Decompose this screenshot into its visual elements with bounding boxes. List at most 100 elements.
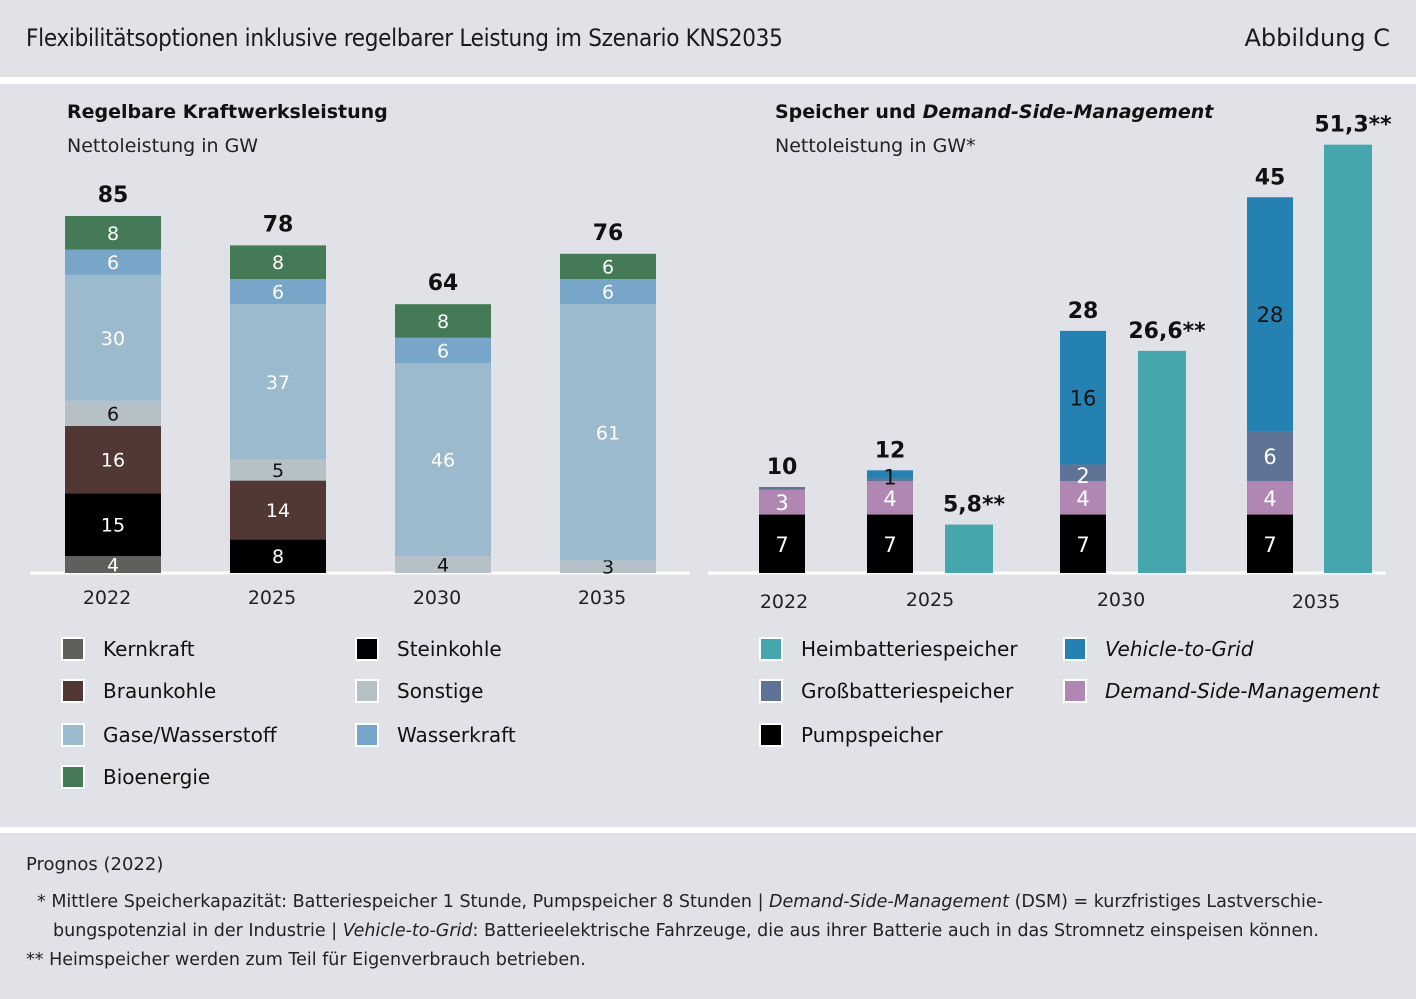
right-chart-unit: Nettoleistung in GW*	[775, 135, 976, 157]
legend-item-vehicle-to-grid: Vehicle-to-Grid	[1063, 637, 1253, 661]
legend-label: Kernkraft	[103, 637, 195, 661]
figure-title: Flexibilitätsoptionen inklusive regelbar…	[26, 24, 783, 52]
segment-label: 15	[101, 515, 125, 537]
legend-label: Bioenergie	[103, 765, 211, 789]
x-tick-label-2025: 2025	[248, 587, 296, 609]
segment-label: 6	[272, 282, 284, 304]
x-tick-label-2025: 2025	[906, 589, 954, 611]
legend-item-gro-batteriespeicher: Großbatteriespeicher	[759, 679, 1013, 703]
bar-segment-gro-batteriespeicher-2025	[867, 478, 913, 482]
segment-label: 4	[883, 487, 896, 511]
x-tick-label-2030: 2030	[1097, 589, 1145, 611]
bar-segment-sonstige-2025	[230, 459, 326, 481]
segment-label: 7	[883, 533, 896, 557]
legend-swatch	[355, 679, 379, 703]
footer-band	[0, 833, 1416, 999]
bar-segment-pumpspeicher-2025	[867, 514, 913, 573]
heimbatterie-label-2025: 5,8**	[943, 493, 1005, 518]
segment-label: 7	[1263, 533, 1276, 557]
total-label-2025: 12	[875, 438, 906, 463]
x-tick-label-2035: 2035	[1292, 591, 1340, 613]
segment-label: 14	[266, 500, 290, 522]
segment-label: 61	[596, 422, 620, 444]
legend-item-wasserkraft: Wasserkraft	[355, 723, 516, 747]
footnote-1-line-2: bungspotenzial in der Industrie | Vehicl…	[53, 921, 1319, 941]
right-chart-title: Speicher und Demand-Side-Management	[775, 101, 1213, 123]
bar-segment-gro-batteriespeicher-2030	[1060, 464, 1106, 482]
footnote-1d: bungspotenzial in der Industrie |	[53, 921, 343, 941]
segment-label: 30	[101, 328, 125, 350]
segment-label: 7	[775, 533, 788, 557]
segment-label: 8	[437, 311, 449, 333]
legend-swatch	[759, 723, 783, 747]
bar-segment-sonstige-2022	[65, 400, 161, 426]
bar-segment-bioenergie-2025	[230, 245, 326, 279]
total-label-2035: 76	[593, 221, 624, 246]
legend-label: Heimbatteriespeicher	[801, 637, 1018, 661]
right-chart-title-plain: Speicher und	[775, 101, 923, 123]
footnote-1c: (DSM) = kurzfristiges Lastverschie-	[1009, 892, 1323, 912]
total-label-2025: 78	[263, 212, 294, 237]
bar-segment-gase-wasserstoff-2030	[395, 363, 491, 557]
bar-segment-kernkraft-2022	[65, 556, 161, 573]
segment-label: 4	[107, 555, 119, 577]
legend-item-sonstige: Sonstige	[355, 679, 483, 703]
bar-segment-demand-side-management-2035	[1247, 481, 1293, 515]
bar-segment-bioenergie-2022	[65, 216, 161, 250]
bar-segment-gro-batteriespeicher-2035	[1247, 431, 1293, 482]
legend-swatch	[1063, 637, 1087, 661]
bar-segment-sonstige-2035	[560, 560, 656, 573]
segment-label: 46	[431, 450, 455, 472]
segment-label: 4	[1076, 487, 1089, 511]
header-band: Flexibilitätsoptionen inklusive regelbar…	[0, 0, 1416, 77]
x-tick-label-2035: 2035	[578, 587, 626, 609]
segment-label: 4	[1263, 487, 1276, 511]
heimbatterie-label-2035: 51,3**	[1314, 113, 1392, 138]
bar-segment-pumpspeicher-2030	[1060, 514, 1106, 573]
total-label-2030: 28	[1068, 299, 1099, 324]
x-tick-label-2030: 2030	[413, 587, 461, 609]
bar-segment-gro-batteriespeicher-2022	[759, 486, 805, 490]
legend-label: Demand-Side-Management	[1105, 679, 1380, 703]
segment-label: 8	[272, 546, 284, 568]
legend-swatch	[61, 723, 85, 747]
legend-item-pumpspeicher: Pumpspeicher	[759, 723, 943, 747]
segment-label: 8	[272, 252, 284, 274]
bar-segment-wasserkraft-2025	[230, 279, 326, 305]
total-label-2035: 45	[1255, 165, 1286, 190]
segment-label: 6	[437, 340, 449, 362]
legend-label: Großbatteriespeicher	[801, 679, 1014, 703]
segment-label: 16	[101, 450, 125, 472]
legend-label: Gase/Wasserstoff	[103, 723, 277, 747]
legend-item-steinkohle: Steinkohle	[355, 637, 502, 661]
total-label-2022: 10	[767, 455, 798, 480]
segment-label: 5	[272, 460, 284, 482]
segment-label: 4	[437, 555, 449, 577]
bar-segment-wasserkraft-2035	[560, 279, 656, 305]
segment-label: 6	[107, 403, 119, 425]
segment-label: 2	[1076, 464, 1089, 488]
footnote-1b: Demand-Side-Management	[769, 892, 1009, 912]
bar-segment-demand-side-management-2022	[759, 489, 805, 515]
bar-segment-steinkohle-2022	[65, 493, 161, 557]
x-tick-label-2022: 2022	[83, 587, 131, 609]
left-chart-title: Regelbare Kraftwerksleistung	[67, 101, 388, 123]
segment-label: 8	[107, 223, 119, 245]
bar-segment-demand-side-management-2030	[1060, 481, 1106, 515]
source-text: Prognos (2022)	[26, 854, 164, 875]
segment-label: 16	[1070, 387, 1097, 411]
segment-label: 3	[775, 491, 788, 515]
footnote-1-line-1: * Mittlere Speicherkapazität: Batteriesp…	[37, 892, 1323, 912]
bar-segment-vehicle-to-grid-2030	[1060, 330, 1106, 465]
segment-label: 6	[602, 282, 614, 304]
segment-label: 37	[266, 372, 290, 394]
legend-item-bioenergie: Bioenergie	[61, 765, 210, 789]
right-chart-title-italic: Demand-Side-Management	[922, 101, 1214, 123]
segment-label: 7	[1076, 533, 1089, 557]
segment-label: 28	[1257, 303, 1284, 327]
heimbatterie-bar-2030	[1138, 350, 1186, 573]
bar-segment-wasserkraft-2030	[395, 337, 491, 363]
segment-label: 6	[107, 252, 119, 274]
legend-item-demand-side-management: Demand-Side-Management	[1063, 679, 1379, 703]
segment-label: 6	[602, 256, 614, 278]
